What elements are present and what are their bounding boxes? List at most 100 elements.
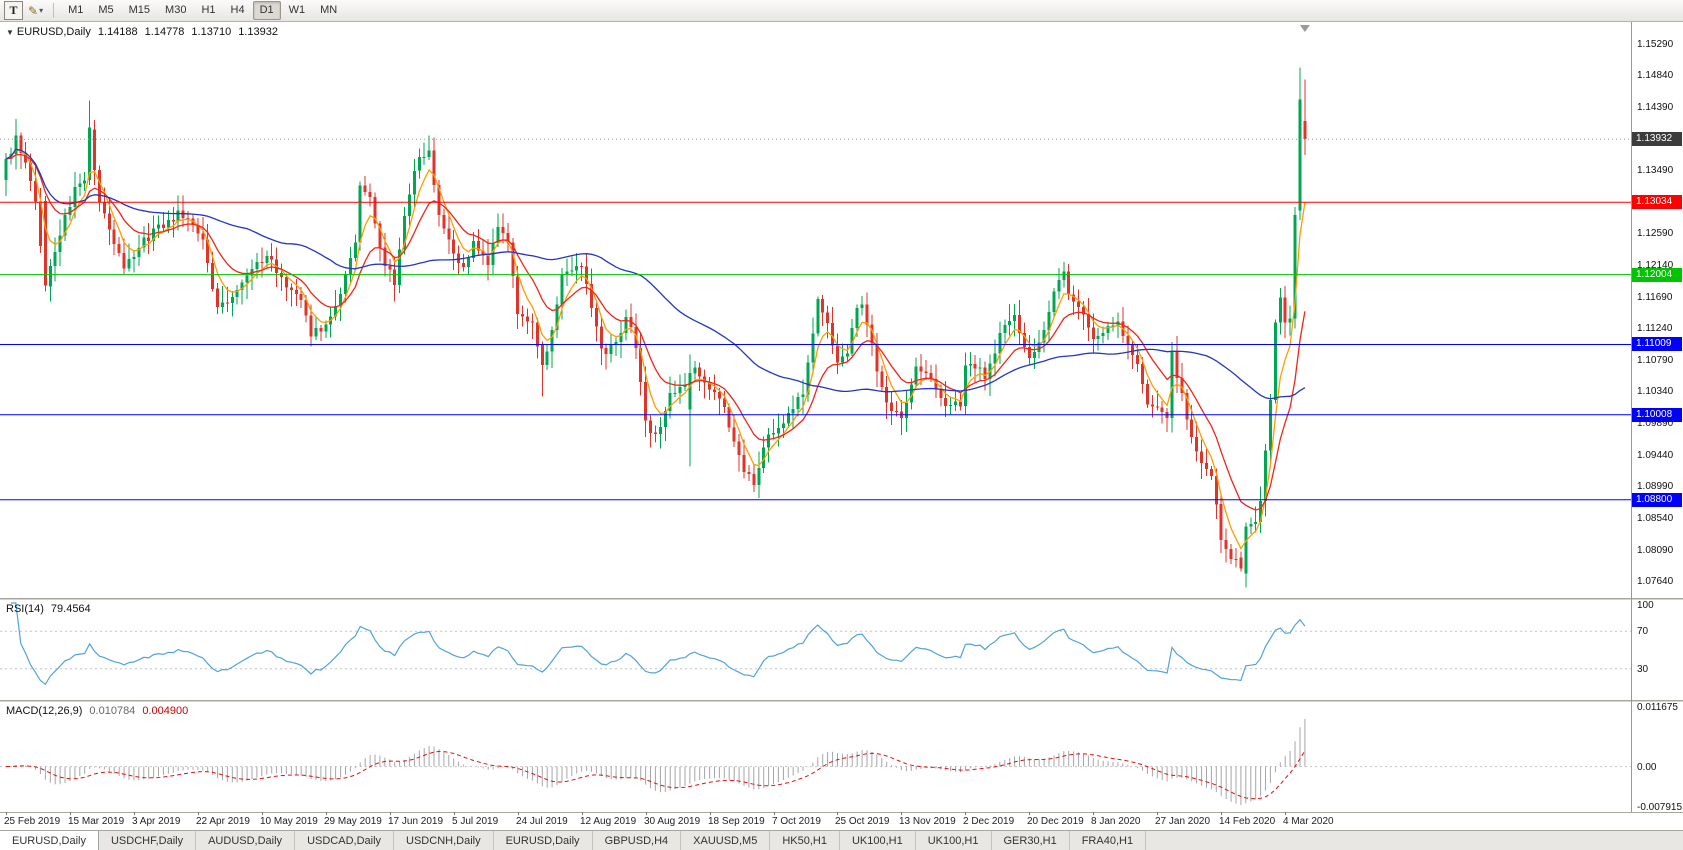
price-axis-label: 1.08990: [1637, 481, 1674, 492]
date-axis-label: 13 Nov 2019: [899, 816, 956, 827]
price-axis-label: 1.10340: [1637, 386, 1674, 397]
chart-tab-gbpusd-h4[interactable]: GBPUSD,H4: [593, 831, 682, 850]
date-axis-label: 12 Aug 2019: [580, 816, 637, 827]
price-axis-label: 1.14390: [1637, 102, 1674, 113]
date-axis-label: 14 Feb 2020: [1219, 816, 1276, 827]
chart-tab-usdcnh-daily[interactable]: USDCNH,Daily: [394, 831, 494, 850]
price-axis-label: 1.11240: [1637, 323, 1673, 334]
ohlc-close: 1.13932: [238, 26, 278, 38]
chart-tab-hk50-h1[interactable]: HK50,H1: [770, 831, 840, 850]
date-axis-label: 22 Apr 2019: [196, 816, 250, 827]
current-price-badge: 1.13932: [1632, 132, 1682, 146]
rsi-axis-label: 30: [1637, 664, 1649, 675]
chart-tab-uk100-h1[interactable]: UK100,H1: [916, 831, 992, 850]
timeframe-button-m15[interactable]: M15: [128, 4, 151, 16]
price-axis-label: 1.14840: [1637, 70, 1674, 81]
rsi-label: RSI(14) 79.4564: [6, 603, 91, 615]
price-axis-label: 1.13040: [1637, 197, 1674, 208]
hline-price-badge: 1.10008: [1632, 408, 1682, 422]
date-axis-label: 18 Sep 2019: [708, 816, 765, 827]
chart-tab-usdchf-daily[interactable]: USDCHF,Daily: [99, 831, 197, 850]
chart-tab-fra40-h1[interactable]: FRA40,H1: [1070, 831, 1147, 850]
toolbar: T ✎ ▾ M1 M5 M15 M30 H1 H4 D1 W1 MN: [0, 0, 1683, 22]
macd-signal-value: 0.004900: [142, 705, 189, 717]
chart-tab-usdcad-daily[interactable]: USDCAD,Daily: [295, 831, 395, 850]
macd-name: MACD(12,26,9): [6, 705, 83, 717]
date-axis-label: 24 Jul 2019: [516, 816, 568, 827]
price-axis-label: 1.12590: [1637, 228, 1674, 239]
date-axis-label: 2 Dec 2019: [963, 816, 1015, 827]
price-axis-label: 1.13940: [1637, 134, 1674, 145]
date-axis-label: 25 Feb 2019: [4, 816, 61, 827]
timeframe-button-h4[interactable]: H4: [230, 4, 245, 16]
chart-tab-ger30-h1[interactable]: GER30,H1: [992, 831, 1070, 850]
chart-tab-bar: EURUSD,Daily USDCHF,Daily AUDUSD,Daily USDC…: [0, 830, 1683, 850]
date-axis-label: 7 Oct 2019: [772, 816, 821, 827]
hline-price-badge: 1.12004: [1632, 268, 1682, 282]
macd-axis-label: 0.00: [1637, 762, 1657, 773]
macd-indicator-pane[interactable]: [0, 702, 1631, 812]
timeframe-button-d1[interactable]: D1: [252, 1, 281, 20]
chart-tab-uk100-h1[interactable]: UK100,H1: [840, 831, 916, 850]
ohlc-high: 1.14778: [144, 26, 185, 38]
pane-separator[interactable]: [0, 598, 1683, 600]
date-axis-label: 20 Dec 2019: [1027, 816, 1084, 827]
price-axis-border: [1631, 22, 1632, 812]
timeframe-button-mn[interactable]: MN: [320, 4, 338, 16]
timeframe-button-m1[interactable]: M1: [68, 4, 84, 16]
date-axis-label: 17 Jun 2019: [388, 816, 444, 827]
main-chart-pane[interactable]: [0, 22, 1631, 598]
date-axis-label: 4 Mar 2020: [1283, 816, 1334, 827]
chart-tab-audusd-daily[interactable]: AUDUSD,Daily: [196, 831, 296, 850]
date-axis-label: 30 Aug 2019: [644, 816, 701, 827]
price-axis-label: 1.12140: [1637, 260, 1674, 271]
ohlc-open: 1.14188: [97, 26, 138, 38]
chart-title: ▼ EURUSD,Daily 1.14188 1.14778 1.13710 1.1393…: [6, 26, 278, 38]
timeframe-button-m30[interactable]: M30: [165, 4, 187, 16]
date-axis-label: 27 Jan 2020: [1155, 816, 1211, 827]
price-axis-label: 1.07640: [1637, 576, 1674, 587]
chart-tab-xauusd-m5[interactable]: XAUUSD,M5: [681, 831, 771, 850]
rsi-axis-label: 100: [1637, 600, 1654, 611]
date-axis-label: 10 May 2019: [260, 816, 318, 827]
price-axis-label: 1.08090: [1637, 545, 1674, 556]
hline-price-badge: 1.08800: [1632, 493, 1682, 507]
time-axis-border: [0, 812, 1683, 813]
date-axis-label: 15 Mar 2019: [68, 816, 125, 827]
rsi-name: RSI(14): [6, 603, 44, 615]
hline-price-badge: 1.13034: [1632, 195, 1682, 209]
date-axis-label: 8 Jan 2020: [1091, 816, 1141, 827]
price-axis-label: 1.08540: [1637, 513, 1674, 524]
chart-shift-marker: [1299, 25, 1310, 32]
date-axis-label: 29 May 2019: [324, 816, 382, 827]
pane-separator[interactable]: [0, 700, 1683, 702]
pencil-icon: ✎: [28, 3, 39, 18]
price-axis-label: 1.15290: [1637, 39, 1674, 50]
price-axis-label: 1.10790: [1637, 355, 1674, 366]
date-axis-label: 25 Oct 2019: [835, 816, 890, 827]
macd-main-value: 0.010784: [89, 705, 136, 717]
hline-price-badge: 1.11009: [1632, 337, 1682, 351]
draw-tool-button[interactable]: ✎ ▾: [25, 4, 46, 18]
rsi-axis-label: 70: [1637, 626, 1649, 637]
price-axis-label: 1.11690: [1637, 292, 1673, 303]
chart-tab-eurusd-daily[interactable]: EURUSD,Daily: [0, 831, 99, 850]
price-axis-label: 1.09890: [1637, 418, 1674, 429]
macd-label: MACD(12,26,9) 0.010784 0.004900: [6, 705, 188, 717]
timeframe-button-group: M1 M5 M15 M30 H1 H4 D1 W1 MN: [61, 1, 344, 20]
date-axis-label: 3 Apr 2019: [132, 816, 181, 827]
chart-symbol-label: EURUSD,Daily: [16, 26, 91, 38]
rsi-value: 79.4564: [50, 603, 91, 615]
triangle-icon: ▼: [6, 28, 14, 37]
date-axis-label: 5 Jul 2019: [452, 816, 499, 827]
price-axis-label: 1.09440: [1637, 450, 1674, 461]
rsi-indicator-pane[interactable]: [0, 600, 1631, 700]
ohlc-low: 1.13710: [191, 26, 232, 38]
text-tool-button[interactable]: T: [4, 1, 23, 20]
timeframe-button-h1[interactable]: H1: [201, 4, 216, 16]
timeframe-button-m5[interactable]: M5: [98, 4, 114, 16]
chart-tab-eurusd-daily[interactable]: EURUSD,Daily: [494, 831, 593, 850]
toolbar-separator: [53, 3, 55, 18]
timeframe-button-w1[interactable]: W1: [288, 4, 306, 16]
